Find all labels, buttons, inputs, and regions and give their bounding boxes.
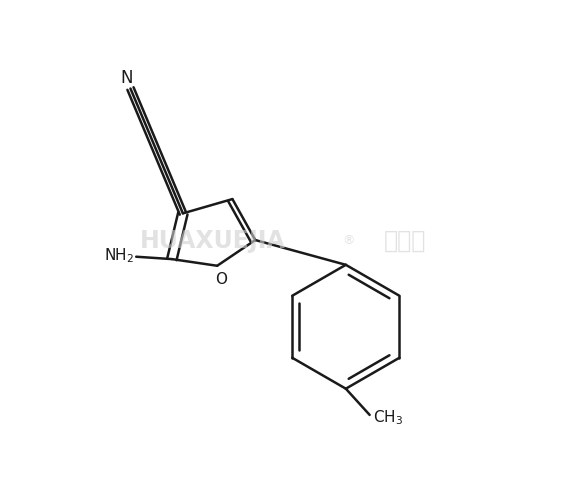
Text: O: O (215, 272, 227, 287)
Text: 化学加: 化学加 (384, 229, 427, 253)
Text: NH$_2$: NH$_2$ (104, 246, 135, 265)
Text: ®: ® (342, 235, 355, 247)
Text: N: N (120, 69, 133, 87)
Text: HUAXUEJIA: HUAXUEJIA (140, 229, 285, 253)
Text: CH$_3$: CH$_3$ (373, 408, 403, 427)
